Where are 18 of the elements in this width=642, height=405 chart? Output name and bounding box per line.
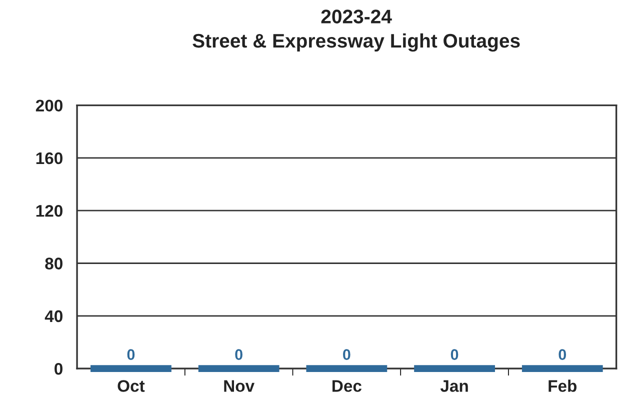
- x-tick-label: Feb: [548, 380, 577, 392]
- x-tick-label: Jan: [440, 380, 468, 392]
- y-tick-label: 40: [44, 310, 62, 322]
- data-label: 0: [235, 349, 242, 360]
- chart-title: 2023-24: [321, 10, 392, 24]
- x-tick-label: Oct: [118, 380, 145, 392]
- y-tick-label: 200: [36, 100, 62, 112]
- y-tick-label: 80: [45, 258, 62, 270]
- chart-subtitle: Street & Expressway Light Outages: [192, 33, 520, 52]
- y-tick-label: 120: [36, 205, 62, 217]
- y-tick-label: 160: [36, 152, 62, 164]
- data-label: 0: [127, 349, 135, 360]
- y-tick-label: 0: [54, 362, 62, 375]
- x-tick-label: Nov: [224, 380, 254, 392]
- data-label: 0: [450, 349, 458, 360]
- data-label: 0: [343, 349, 350, 360]
- data-label: 0: [558, 349, 566, 360]
- x-tick-label: Dec: [332, 380, 362, 392]
